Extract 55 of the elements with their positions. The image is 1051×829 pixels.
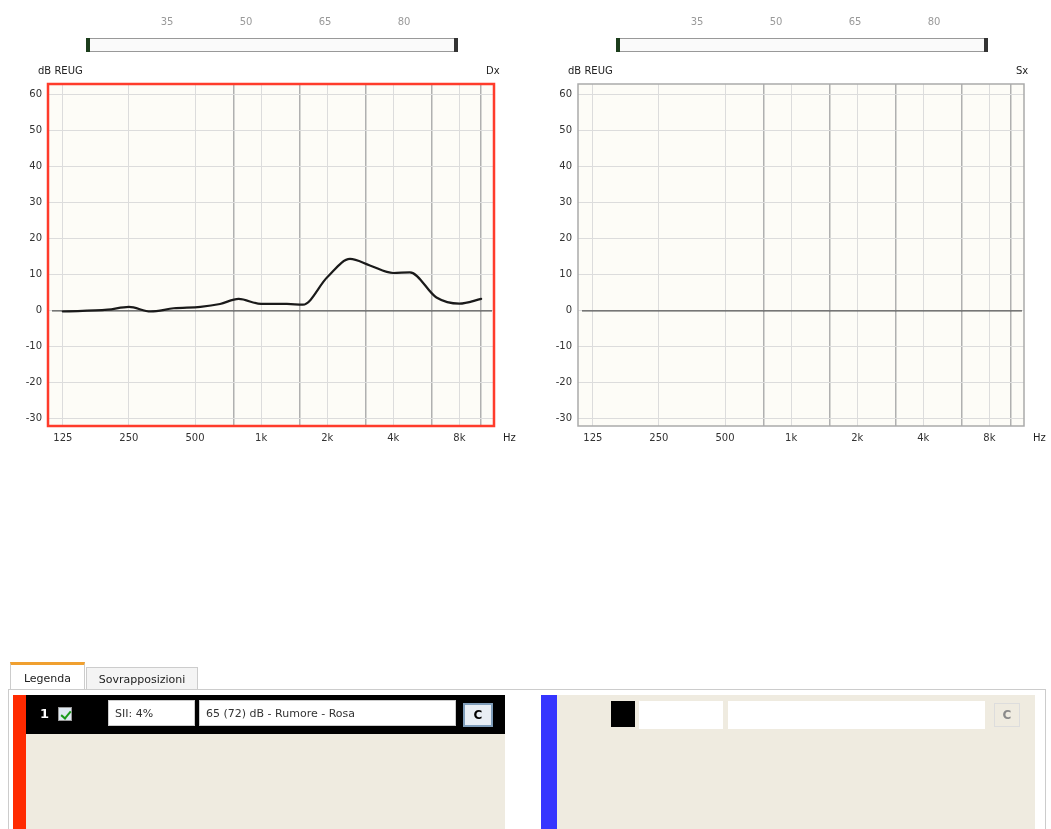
text: Legenda <box>10 662 85 690</box>
y-tick-label: -20 <box>555 376 572 388</box>
y-tick-label: 0 <box>35 304 42 316</box>
x-tick-label: 250 <box>119 431 139 443</box>
text: 35 <box>160 16 174 27</box>
x-tick-label: 500 <box>715 431 735 443</box>
x-tick-label: 125 <box>53 431 73 443</box>
y-tick-label: 20 <box>559 232 572 244</box>
y-tick-label: 40 <box>559 160 572 172</box>
y-tick-label: 60 <box>559 88 572 100</box>
text: 50 <box>239 16 253 27</box>
x-tick-label: 4k <box>917 431 930 443</box>
text: 80 <box>397 16 411 27</box>
y-axis-title: dB REUG <box>568 65 613 76</box>
x-axis-title: Hz <box>503 432 516 443</box>
text: 65 <box>318 16 332 27</box>
y-tick-label: -30 <box>25 412 42 424</box>
y-tick-label: 50 <box>29 124 42 136</box>
y-tick-label: -10 <box>555 340 572 352</box>
x-tick-label: 1k <box>785 431 798 443</box>
chart-title: Dx <box>486 65 500 76</box>
x-axis-title: Hz <box>1033 432 1046 443</box>
text: C <box>463 703 493 727</box>
text: Sovrapposizioni <box>86 667 198 690</box>
x-tick-label: 8k <box>983 431 996 443</box>
x-tick-label: 250 <box>649 431 669 443</box>
x-tick-label: 2k <box>851 431 864 443</box>
text: C <box>994 703 1020 727</box>
text: 65 <box>848 16 862 27</box>
y-tick-label: 30 <box>29 196 42 208</box>
text: 35 <box>690 16 704 27</box>
y-axis-title: dB REUG <box>38 65 83 76</box>
text: SII: 4% <box>108 700 195 726</box>
y-tick-label: -20 <box>25 376 42 388</box>
y-tick-label: 20 <box>29 232 42 244</box>
y-tick-label: 0 <box>565 304 572 316</box>
x-tick-label: 125 <box>583 431 603 443</box>
y-tick-label: 30 <box>559 196 572 208</box>
y-tick-label: 50 <box>559 124 572 136</box>
y-tick-label: 10 <box>559 268 572 280</box>
chart-title: Sx <box>1016 65 1029 76</box>
x-tick-label: 8k <box>453 431 466 443</box>
x-tick-label: 1k <box>255 431 268 443</box>
x-tick-label: 500 <box>185 431 205 443</box>
x-tick-label: 4k <box>387 431 400 443</box>
y-tick-label: 40 <box>29 160 42 172</box>
x-tick-label: 2k <box>321 431 334 443</box>
y-tick-label: -30 <box>555 412 572 424</box>
text: 1 <box>40 706 50 721</box>
y-tick-label: 60 <box>29 88 42 100</box>
text: 50 <box>769 16 783 27</box>
y-tick-label: 10 <box>29 268 42 280</box>
y-tick-label: -10 <box>25 340 42 352</box>
text: 80 <box>927 16 941 27</box>
text: 65 (72) dB - Rumore - Rosa <box>199 700 456 726</box>
